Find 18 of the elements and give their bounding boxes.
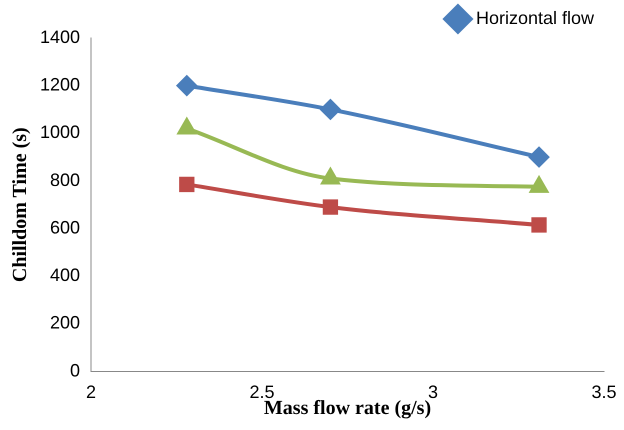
- x-tick-label: 2: [86, 382, 96, 402]
- y-tick-label: 1400: [40, 26, 80, 47]
- y-tick-label: 1200: [40, 74, 80, 95]
- point: [176, 76, 197, 96]
- y-tick-label: 1000: [40, 122, 80, 142]
- legend-label: Horizontal flow: [476, 8, 595, 28]
- x-tick-label: 3.5: [591, 382, 617, 402]
- y-tick-label: 0: [70, 360, 80, 380]
- point: [531, 217, 547, 233]
- y-tick-label: 800: [50, 170, 80, 190]
- point: [322, 199, 338, 215]
- y-tick-label: 200: [50, 312, 80, 333]
- y-tick-label: 400: [50, 265, 80, 286]
- point: [320, 99, 340, 120]
- y-axis-title: Chilldom Time (s): [9, 127, 32, 282]
- point: [179, 176, 194, 192]
- point: [529, 147, 550, 168]
- y-tick-label: 600: [50, 217, 80, 238]
